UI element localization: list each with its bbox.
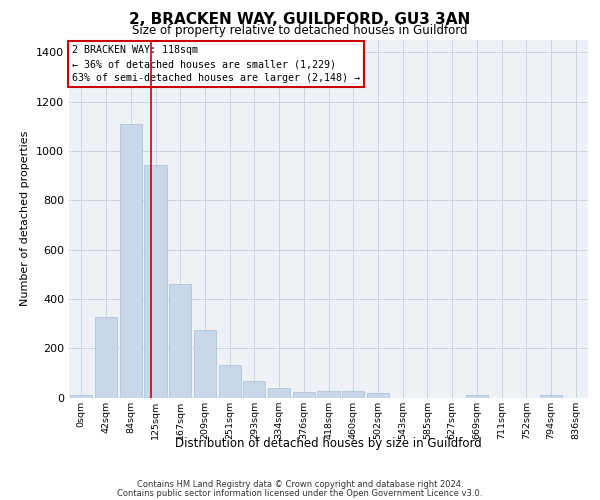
Bar	[95, 318, 117, 398]
Bar	[540, 394, 562, 398]
Bar	[293, 392, 315, 398]
Text: Contains HM Land Registry data © Crown copyright and database right 2024.: Contains HM Land Registry data © Crown c…	[137, 480, 463, 489]
Bar	[169, 284, 191, 398]
Text: 2 BRACKEN WAY: 118sqm
← 36% of detached houses are smaller (1,229)
63% of semi-d: 2 BRACKEN WAY: 118sqm ← 36% of detached …	[71, 46, 359, 84]
Bar	[194, 330, 216, 398]
Y-axis label: Number of detached properties: Number of detached properties	[20, 131, 31, 306]
Text: Contains public sector information licensed under the Open Government Licence v3: Contains public sector information licen…	[118, 488, 482, 498]
Text: 2, BRACKEN WAY, GUILDFORD, GU3 3AN: 2, BRACKEN WAY, GUILDFORD, GU3 3AN	[130, 12, 470, 28]
Bar	[70, 395, 92, 398]
Bar	[367, 393, 389, 398]
Text: Size of property relative to detached houses in Guildford: Size of property relative to detached ho…	[132, 24, 468, 37]
Bar	[218, 366, 241, 398]
Bar	[243, 380, 265, 398]
Bar	[342, 392, 364, 398]
Text: Distribution of detached houses by size in Guildford: Distribution of detached houses by size …	[175, 438, 482, 450]
Bar	[119, 124, 142, 398]
Bar	[466, 395, 488, 398]
Bar	[317, 392, 340, 398]
Bar	[268, 388, 290, 398]
Bar	[145, 164, 167, 398]
